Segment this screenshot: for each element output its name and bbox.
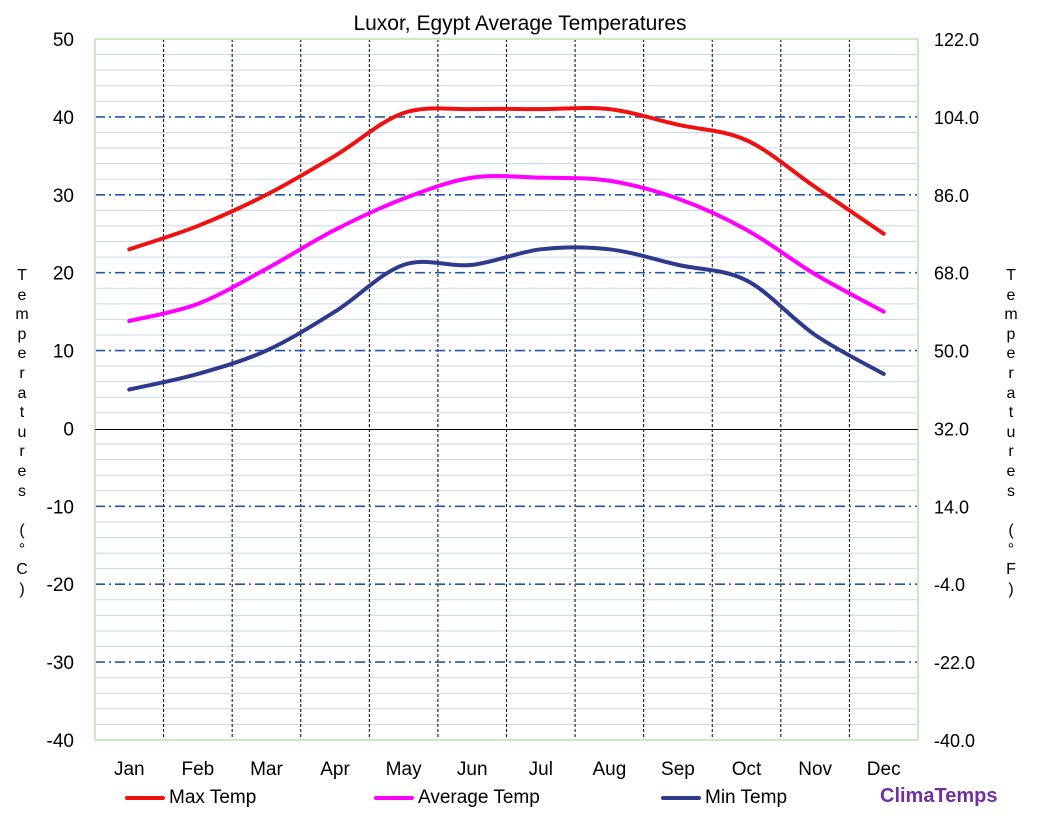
x-tick-label: May: [386, 759, 422, 780]
axis-label-char: m: [15, 306, 29, 324]
axis-label-char: e: [1006, 345, 1016, 363]
axis-label-char: s: [18, 482, 26, 500]
right-tick-label: -40.0: [934, 731, 975, 751]
series-line-average-temp: [127, 173, 886, 323]
x-tick-label: Feb: [182, 759, 215, 780]
major-gridlines: [95, 116, 918, 663]
axis-label-char: u: [17, 423, 27, 441]
x-tick-label: Sep: [661, 759, 695, 780]
left-tick-label: -30: [47, 653, 74, 674]
x-tick-label: Apr: [320, 759, 350, 780]
left-tick-label: 20: [53, 264, 74, 285]
left-tick-label: 50: [53, 30, 74, 51]
axis-label-char: [999, 501, 1023, 521]
left-tick-label: 0: [63, 419, 74, 440]
axis-label-char: r: [1008, 443, 1014, 461]
right-tick-label: 14.0: [934, 497, 969, 517]
axis-label-char: r: [19, 364, 25, 382]
chart-title: Luxor, Egypt Average Temperatures: [353, 12, 686, 35]
right-tick-label: 68.0: [934, 264, 969, 284]
month-gridlines: [163, 39, 850, 740]
left-tick-label: -20: [47, 575, 74, 596]
axis-label-char: C: [16, 560, 28, 578]
axis-label-char: u: [1006, 423, 1016, 441]
left-tick-label: -40: [47, 731, 74, 752]
axis-label-char: e: [17, 462, 27, 480]
axis-label-char: m: [1004, 306, 1018, 324]
axis-label-char: a: [1006, 384, 1016, 402]
legend-swatch-max: [125, 796, 165, 800]
left-tick-label: 10: [53, 342, 74, 363]
axis-label-char: t: [19, 404, 25, 422]
legend-label-average: Average Temp: [418, 787, 540, 808]
axis-label-char: °: [1007, 541, 1015, 559]
series-line-max-temp: [127, 105, 886, 252]
series-lines: [127, 105, 886, 392]
brand-logo-text: ClimaTemps: [880, 785, 998, 807]
right-tick-label: -22.0: [934, 653, 975, 673]
axis-label-char: T: [17, 267, 27, 284]
right-tick-label: 86.0: [934, 186, 969, 206]
legend-label-max: Max Temp: [169, 787, 257, 808]
legend-min-temp: Min Temp: [661, 786, 787, 810]
axis-label-char: e: [1006, 286, 1016, 304]
axis-label-char: °: [18, 541, 26, 559]
axis-label-char: a: [17, 384, 27, 402]
axis-label-char: r: [19, 443, 25, 461]
x-tick-label: Jul: [529, 759, 553, 780]
axis-label-char: [10, 501, 34, 521]
right-tick-label: 32.0: [934, 419, 969, 439]
series-line-min-temp: [127, 245, 886, 392]
legend-swatch-average: [374, 796, 414, 800]
legend-swatch-min: [661, 796, 701, 800]
axis-label-char: e: [1006, 462, 1016, 480]
axis-label-char: T: [1006, 267, 1016, 284]
axis-label-char: ): [1008, 580, 1014, 598]
axis-label-char: F: [1006, 560, 1016, 578]
left-tick-label: 40: [53, 108, 74, 129]
x-tick-label: Oct: [732, 759, 762, 780]
plot-area-border: [94, 38, 919, 741]
right-tick-label: 104.0: [934, 108, 979, 128]
axis-label-char: r: [1008, 364, 1014, 382]
x-tick-label: Mar: [250, 759, 283, 780]
legend-max-temp: Max Temp: [125, 786, 256, 810]
x-axis-ticks: Jan Feb Mar Apr May Jun Jul Aug Sep Oct Nov Dec: [114, 759, 901, 780]
axis-label-char: e: [17, 286, 27, 304]
legend-label-min: Min Temp: [705, 787, 788, 808]
right-tick-label: 122.0: [934, 30, 979, 50]
x-tick-label: Dec: [867, 759, 901, 780]
axis-label-char: e: [17, 345, 27, 363]
x-tick-label: Jun: [457, 759, 488, 780]
left-tick-label: -10: [47, 497, 74, 518]
axis-label-char: (: [1008, 521, 1014, 539]
axis-label-char: s: [1007, 482, 1015, 500]
right-tick-label: -4.0: [934, 575, 965, 595]
axis-label-char: p: [17, 325, 27, 343]
left-axis-ticks: 50 40 30 20 10 0 -10 -20 -30 -40: [47, 30, 74, 752]
axis-label-char: t: [1008, 404, 1014, 422]
right-tick-label: 50.0: [934, 342, 969, 362]
axis-label-char: ): [19, 580, 25, 598]
x-tick-label: Aug: [592, 759, 626, 780]
left-tick-label: 30: [53, 186, 74, 207]
axis-label-char: (: [19, 521, 25, 539]
axis-label-char: p: [1006, 325, 1016, 343]
legend-average-temp: Average Temp: [374, 786, 540, 810]
right-axis-ticks: 122.0 104.0 86.0 68.0 50.0 32.0 14.0 -4.0 -22.0 -…: [934, 30, 979, 751]
x-tick-label: Jan: [114, 759, 145, 780]
x-tick-label: Nov: [798, 759, 832, 780]
